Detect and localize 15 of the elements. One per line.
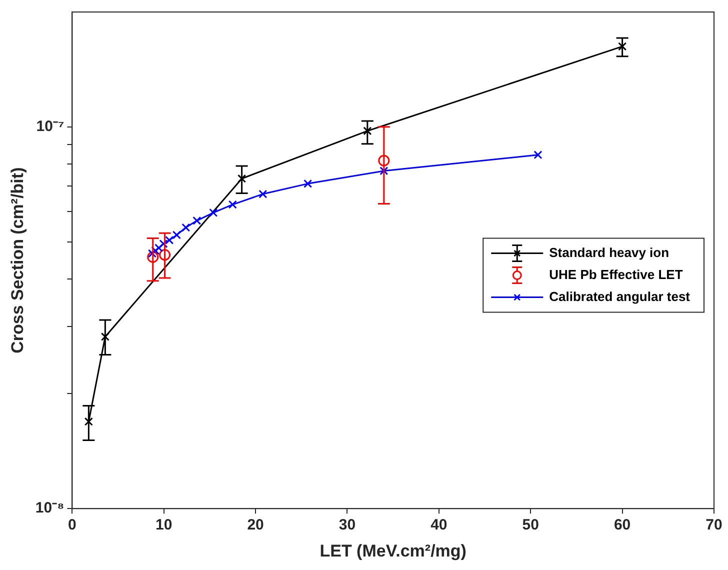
legend-label: Standard heavy ion xyxy=(549,244,670,260)
y-axis-title: Cross Section (cm²/bit) xyxy=(8,167,27,354)
x-tick-label: 70 xyxy=(706,516,722,534)
x-axis-title: LET (MeV.cm²/mg) xyxy=(320,541,466,560)
x-tick-label: 40 xyxy=(430,516,448,534)
x-tick-label: 60 xyxy=(614,516,631,534)
legend-label: Calibrated angular test xyxy=(549,288,691,304)
x-tick-label: 10 xyxy=(156,516,172,534)
x-tick-label: 0 xyxy=(68,516,76,534)
x-tick-label: 30 xyxy=(338,516,356,534)
y-tick-label: 10⁻⁷ xyxy=(36,118,64,136)
y-tick-label: 10⁻⁸ xyxy=(35,500,64,517)
x-tick-label: 20 xyxy=(247,516,264,534)
legend-label: UHE Pb Effective LET xyxy=(549,266,683,282)
x-tick-label: 50 xyxy=(522,516,539,534)
